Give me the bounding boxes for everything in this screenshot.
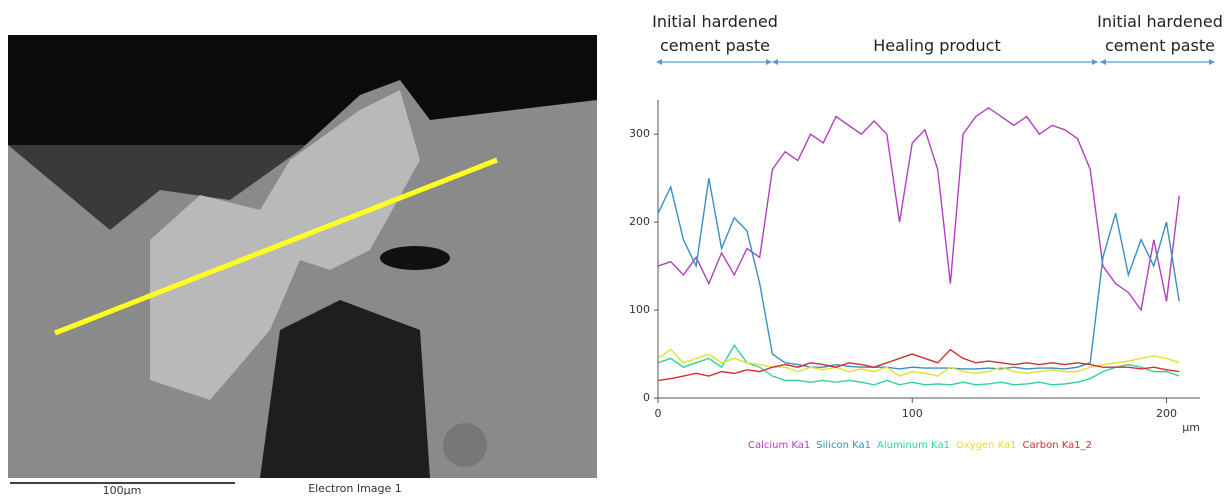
region-label: Initial hardened cement paste [1085,10,1231,58]
legend-entry: Carbon Ka1_2 [1023,440,1092,451]
legend-entry: Oxygen Ka1 [956,440,1017,451]
x-unit: µm [1182,421,1200,434]
y-tick-label: 300 [629,127,650,140]
region-label: Initial hardened cement paste [640,10,790,58]
y-tick-label: 0 [643,391,650,404]
region-label: Healing product [862,34,1012,58]
y-tick-label: 200 [629,215,650,228]
legend: Calcium Ka1 Silicon Ka1 Aluminum Ka1 Oxygen… [640,440,1200,451]
series-line [658,108,1179,310]
x-tick-label: 200 [1156,407,1177,420]
y-tick-label: 100 [629,303,650,316]
x-tick-label: 0 [655,407,662,420]
series-line [658,178,1179,369]
page: 100µm Electron Image 1 0 100 200 300 0 100 200… [0,0,1231,495]
x-tick-label: 100 [902,407,923,420]
figure: 100µm Electron Image 1 0 100 200 300 0 100 200… [0,0,1231,495]
legend-entry: Aluminum Ka1 [877,440,950,451]
sem-image [8,35,597,483]
legend-entry: Silicon Ka1 [816,440,871,451]
region-arrows [656,59,1215,65]
legend-entry: Calcium Ka1 [748,440,810,451]
scale-bar-label: 100µm [103,484,142,495]
image-caption: Electron Image 1 [308,482,402,495]
